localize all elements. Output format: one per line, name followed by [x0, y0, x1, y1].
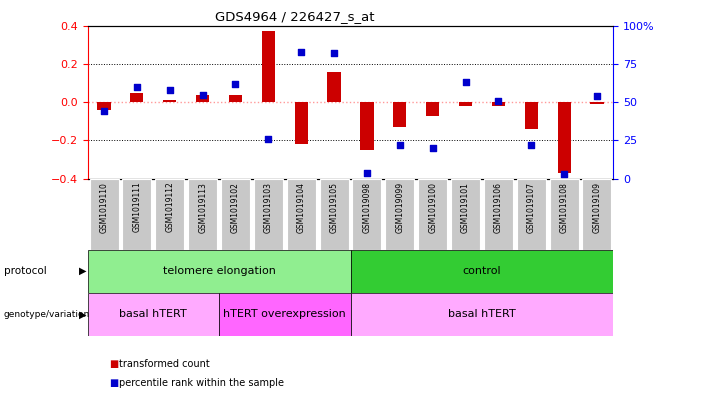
- Bar: [229, 94, 242, 102]
- Text: GSM1019100: GSM1019100: [428, 182, 437, 233]
- Text: GSM1019104: GSM1019104: [297, 182, 306, 233]
- Text: genotype/variation: genotype/variation: [4, 310, 90, 319]
- Bar: [360, 102, 374, 150]
- Text: GSM1019101: GSM1019101: [461, 182, 470, 233]
- Text: basal hTERT: basal hTERT: [119, 309, 187, 320]
- Bar: [386, 179, 414, 250]
- Bar: [294, 102, 308, 144]
- Point: [526, 142, 537, 148]
- Bar: [221, 179, 250, 250]
- Bar: [426, 102, 440, 116]
- Text: GDS4964 / 226427_s_at: GDS4964 / 226427_s_at: [215, 10, 374, 23]
- Bar: [196, 94, 209, 102]
- Text: GSM1019105: GSM1019105: [329, 182, 339, 233]
- Text: protocol: protocol: [4, 266, 46, 276]
- Text: hTERT overexpression: hTERT overexpression: [224, 309, 346, 320]
- Text: ▶: ▶: [79, 266, 86, 276]
- Bar: [524, 102, 538, 129]
- Bar: [219, 293, 350, 336]
- Point: [131, 84, 142, 90]
- Text: percentile rank within the sample: percentile rank within the sample: [119, 378, 284, 388]
- Bar: [327, 72, 341, 102]
- Bar: [350, 250, 613, 293]
- Point: [460, 79, 471, 85]
- Text: GSM1019109: GSM1019109: [592, 182, 601, 233]
- Bar: [583, 179, 611, 250]
- Bar: [97, 102, 111, 110]
- Bar: [188, 179, 217, 250]
- Bar: [393, 102, 407, 127]
- Text: GSM1019112: GSM1019112: [165, 182, 175, 232]
- Text: GSM1019102: GSM1019102: [231, 182, 240, 233]
- Point: [98, 108, 109, 114]
- Bar: [418, 179, 447, 250]
- Bar: [320, 179, 348, 250]
- Point: [493, 97, 504, 104]
- Bar: [88, 250, 350, 293]
- Text: GSM1019107: GSM1019107: [526, 182, 536, 233]
- Bar: [517, 179, 545, 250]
- Point: [263, 136, 274, 142]
- Text: control: control: [463, 266, 501, 276]
- Bar: [163, 100, 177, 102]
- Bar: [484, 179, 513, 250]
- Bar: [590, 102, 604, 104]
- Text: transformed count: transformed count: [119, 358, 210, 369]
- Bar: [156, 179, 184, 250]
- Bar: [557, 102, 571, 173]
- Point: [361, 169, 372, 176]
- Bar: [254, 179, 283, 250]
- Point: [592, 93, 603, 99]
- Point: [394, 142, 405, 148]
- Text: GSM1019103: GSM1019103: [264, 182, 273, 233]
- Bar: [261, 31, 275, 102]
- Bar: [90, 179, 118, 250]
- Bar: [130, 93, 144, 102]
- Text: GSM1019111: GSM1019111: [132, 182, 142, 232]
- Text: ▶: ▶: [79, 309, 86, 320]
- Bar: [88, 293, 219, 336]
- Point: [296, 48, 307, 55]
- Bar: [287, 179, 315, 250]
- Point: [230, 81, 241, 87]
- Point: [329, 50, 340, 56]
- Text: basal hTERT: basal hTERT: [448, 309, 516, 320]
- Text: telomere elongation: telomere elongation: [163, 266, 275, 276]
- Text: GSM1019098: GSM1019098: [362, 182, 372, 233]
- Text: ■: ■: [109, 378, 118, 388]
- Text: ■: ■: [109, 358, 118, 369]
- Point: [427, 145, 438, 151]
- Bar: [492, 102, 505, 106]
- Text: GSM1019106: GSM1019106: [494, 182, 503, 233]
- Bar: [550, 179, 578, 250]
- Point: [197, 91, 208, 97]
- Bar: [459, 102, 472, 106]
- Text: GSM1019108: GSM1019108: [559, 182, 569, 233]
- Text: GSM1019110: GSM1019110: [100, 182, 109, 233]
- Text: GSM1019113: GSM1019113: [198, 182, 207, 233]
- Bar: [353, 179, 381, 250]
- Bar: [451, 179, 480, 250]
- Text: GSM1019099: GSM1019099: [395, 182, 404, 233]
- Point: [559, 171, 570, 177]
- Point: [164, 87, 175, 93]
- Bar: [350, 293, 613, 336]
- Bar: [123, 179, 151, 250]
